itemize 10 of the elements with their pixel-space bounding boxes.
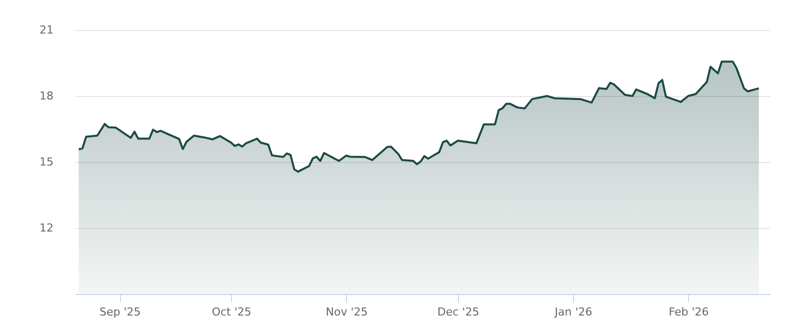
y-tick-label: 12	[40, 222, 54, 234]
x-tick-label: Dec '25	[437, 306, 480, 318]
y-tick-label: 15	[40, 156, 54, 168]
x-tick-label: Feb '26	[668, 306, 709, 318]
y-tick-label: 18	[40, 90, 54, 102]
x-tick-label: Jan '26	[554, 306, 592, 318]
y-tick-label: 21	[40, 24, 54, 36]
x-tick-label: Oct '25	[212, 306, 252, 318]
x-tick-label: Sep '25	[99, 306, 141, 318]
x-tick-label: Nov '25	[326, 306, 368, 318]
